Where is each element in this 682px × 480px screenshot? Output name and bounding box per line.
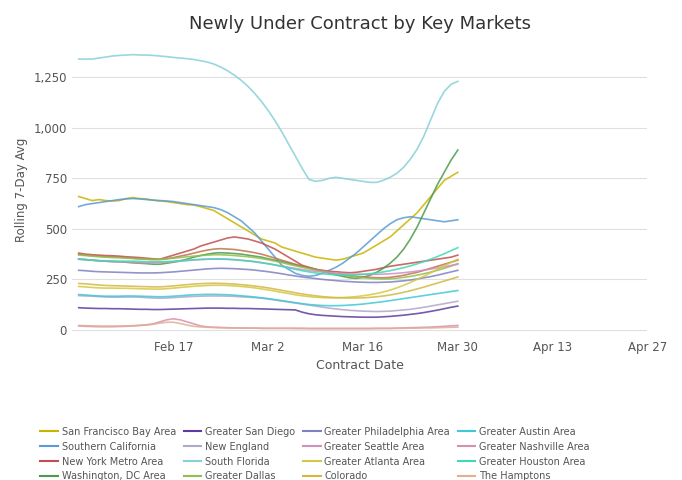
Title: Newly Under Contract by Key Markets: Newly Under Contract by Key Markets bbox=[189, 15, 531, 33]
X-axis label: Contract Date: Contract Date bbox=[316, 360, 404, 372]
Legend: San Francisco Bay Area, Southern California, New York Metro Area, Washington, DC: San Francisco Bay Area, Southern Califor… bbox=[37, 423, 593, 480]
Y-axis label: Rolling 7-Day Avg: Rolling 7-Day Avg bbox=[15, 137, 28, 241]
